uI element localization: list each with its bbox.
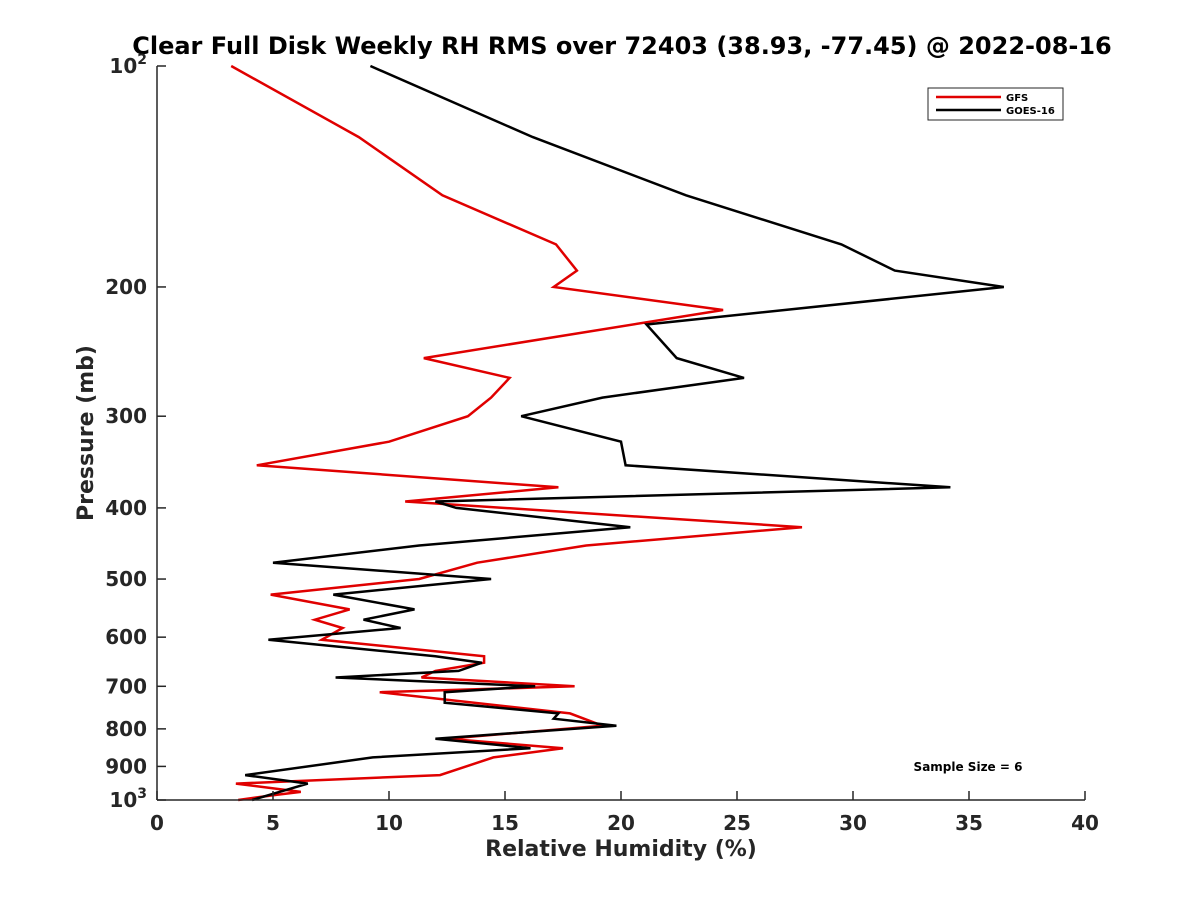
x-ticks: 0 5 10 15 20 25 30 35 40 — [150, 791, 1099, 835]
sample-size-annotation: Sample Size = 6 — [914, 760, 1023, 774]
x-tick-label: 20 — [607, 811, 635, 835]
axes-layer — [156, 66, 1085, 801]
x-tick-label: 0 — [150, 811, 164, 835]
x-tick-label: 15 — [491, 811, 519, 835]
y-tick-label: 200 — [105, 275, 147, 299]
y-tick-label: 102 — [109, 52, 147, 78]
x-tick-label: 25 — [723, 811, 751, 835]
legend: GFS GOES-16 — [927, 87, 1064, 121]
y-tick-label: 800 — [105, 717, 147, 741]
x-tick-label: 35 — [955, 811, 983, 835]
y-tick-label: 700 — [105, 674, 147, 698]
legend-box — [927, 87, 1064, 121]
y-ticks: 102 200 300 400 500 600 700 800 900 103 — [105, 52, 166, 812]
series-layer — [230, 64, 1004, 802]
series-line-goes-16 — [245, 64, 1004, 802]
x-tick-label: 30 — [839, 811, 867, 835]
legend-label-goes: GOES-16 — [1006, 106, 1055, 117]
y-tick-label: 103 — [109, 786, 147, 812]
y-tick-label: 400 — [105, 496, 147, 520]
y-tick-label: 500 — [105, 567, 147, 591]
y-tick-label: 600 — [105, 625, 147, 649]
legend-label-gfs: GFS — [1006, 93, 1028, 104]
x-tick-label: 10 — [375, 811, 403, 835]
chart-title: Clear Full Disk Weekly RH RMS over 72403… — [132, 32, 1112, 60]
series-line-gfs — [230, 64, 803, 802]
x-tick-label: 40 — [1071, 811, 1099, 835]
y-tick-label: 300 — [105, 404, 147, 428]
y-tick-label: 900 — [105, 754, 147, 778]
y-axis-label: Pressure (mb) — [74, 345, 99, 521]
x-tick-label: 5 — [266, 811, 280, 835]
x-axis-label: Relative Humidity (%) — [485, 837, 757, 862]
